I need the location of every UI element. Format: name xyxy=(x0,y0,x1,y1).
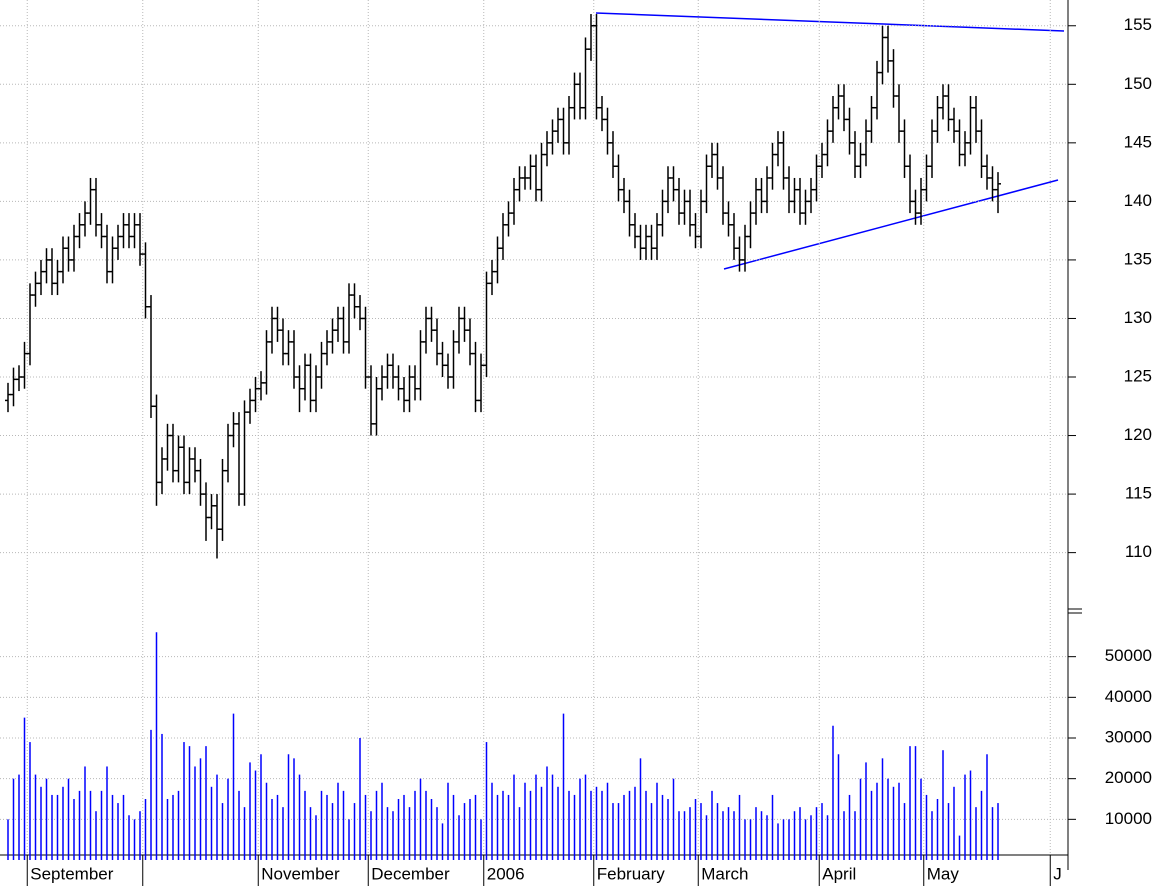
x-tick-label: March xyxy=(701,864,748,883)
x-tick-label: 2006 xyxy=(487,864,525,883)
x-tick-label: November xyxy=(261,864,340,883)
y-tick-label: 20000 xyxy=(1105,768,1152,787)
trend-line xyxy=(723,179,1059,270)
x-tick-label: February xyxy=(597,864,666,883)
x-tick-label: September xyxy=(30,864,113,883)
y-tick-label: 150 xyxy=(1124,74,1152,93)
trend-line xyxy=(595,12,1065,32)
y-tick-label: 125 xyxy=(1124,366,1152,385)
y-tick-label: 120 xyxy=(1124,425,1152,444)
x-tick-label: April xyxy=(822,864,856,883)
y-tick-label: 145 xyxy=(1124,132,1152,151)
x-tick-label: December xyxy=(371,864,450,883)
y-tick-label: 50000 xyxy=(1105,646,1152,665)
y-tick-label: 135 xyxy=(1124,249,1152,268)
y-tick-label: 10000 xyxy=(1105,809,1152,828)
x-tick-label: May xyxy=(927,864,960,883)
y-tick-label: 140 xyxy=(1124,191,1152,210)
y-tick-label: 155 xyxy=(1124,15,1152,34)
y-tick-label: 115 xyxy=(1125,484,1152,503)
y-tick-label: 110 xyxy=(1125,542,1152,561)
y-tick-label: 30000 xyxy=(1105,727,1152,746)
x-tick-label: J xyxy=(1053,864,1062,883)
y-tick-label: 130 xyxy=(1124,308,1152,327)
y-tick-label: 40000 xyxy=(1105,687,1152,706)
